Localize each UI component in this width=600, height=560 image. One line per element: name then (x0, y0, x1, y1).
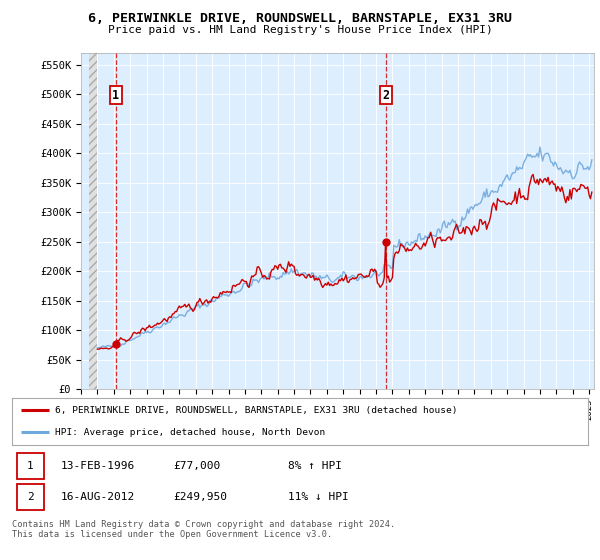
Text: Contains HM Land Registry data © Crown copyright and database right 2024.
This d: Contains HM Land Registry data © Crown c… (12, 520, 395, 539)
Text: HPI: Average price, detached house, North Devon: HPI: Average price, detached house, Nort… (55, 428, 325, 437)
Text: 1: 1 (27, 461, 34, 471)
Text: Price paid vs. HM Land Registry's House Price Index (HPI): Price paid vs. HM Land Registry's House … (107, 25, 493, 35)
FancyBboxPatch shape (17, 484, 44, 510)
Text: £77,000: £77,000 (173, 461, 221, 471)
Text: 16-AUG-2012: 16-AUG-2012 (61, 492, 135, 502)
Text: 13-FEB-1996: 13-FEB-1996 (61, 461, 135, 471)
Text: £249,950: £249,950 (173, 492, 227, 502)
FancyBboxPatch shape (17, 453, 44, 479)
Bar (89, 53, 97, 389)
Text: 11% ↓ HPI: 11% ↓ HPI (289, 492, 349, 502)
Text: 8% ↑ HPI: 8% ↑ HPI (289, 461, 343, 471)
Text: 2: 2 (27, 492, 34, 502)
Text: 6, PERIWINKLE DRIVE, ROUNDSWELL, BARNSTAPLE, EX31 3RU: 6, PERIWINKLE DRIVE, ROUNDSWELL, BARNSTA… (88, 12, 512, 25)
Text: 6, PERIWINKLE DRIVE, ROUNDSWELL, BARNSTAPLE, EX31 3RU (detached house): 6, PERIWINKLE DRIVE, ROUNDSWELL, BARNSTA… (55, 406, 458, 415)
Text: 2: 2 (383, 88, 390, 102)
Text: 1: 1 (112, 88, 119, 102)
